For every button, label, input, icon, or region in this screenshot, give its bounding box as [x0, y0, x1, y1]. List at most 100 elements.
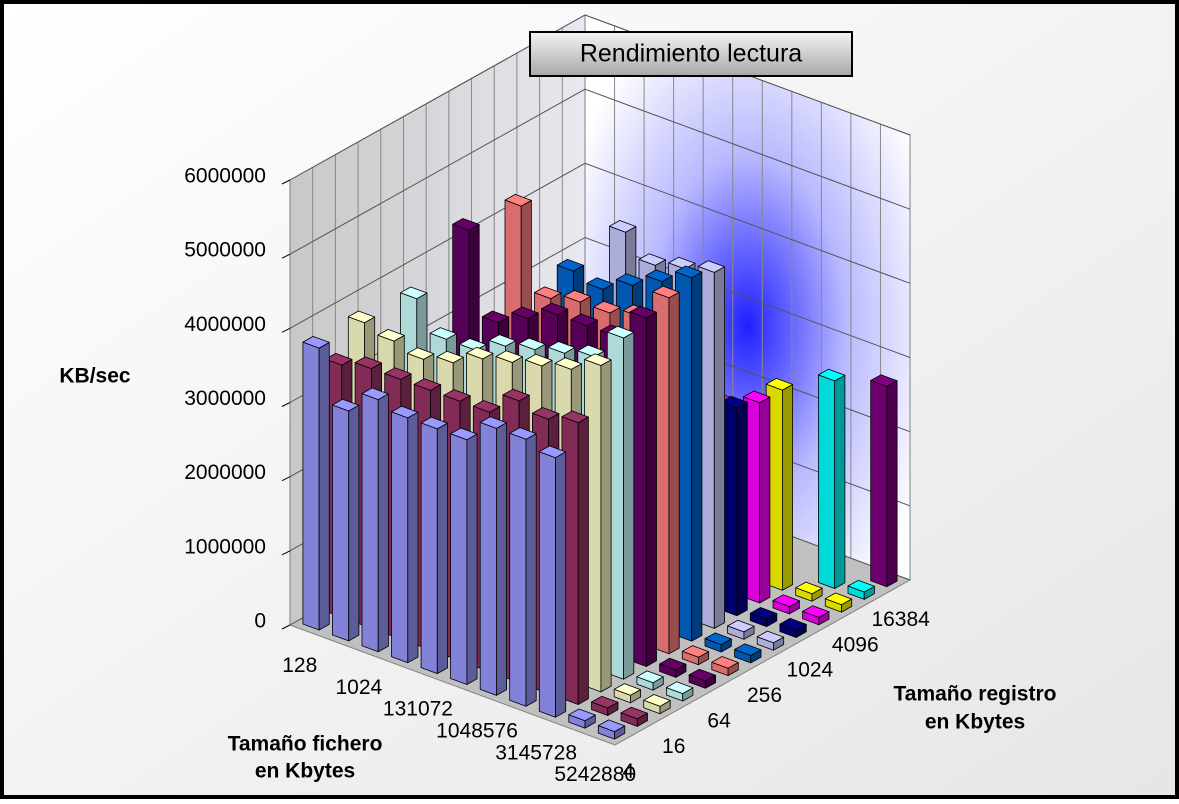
bar-top	[802, 605, 830, 618]
bar-top	[727, 619, 755, 633]
bar	[824, 592, 853, 613]
bar-top	[413, 378, 442, 391]
bar-side	[318, 341, 330, 631]
bar-side	[555, 451, 567, 718]
bar-front	[818, 374, 836, 589]
bar	[802, 605, 830, 626]
bar-front	[331, 404, 350, 642]
bar-top	[636, 670, 664, 684]
bar	[772, 594, 800, 615]
bar-side	[348, 404, 360, 642]
bar-top	[391, 405, 419, 419]
bar-top	[406, 347, 435, 360]
bar-side	[886, 380, 898, 588]
bar-top	[325, 352, 353, 366]
bar-top	[772, 594, 800, 607]
bar-top	[502, 388, 530, 402]
bar-front	[420, 422, 438, 674]
bar	[636, 670, 664, 691]
bar-side	[600, 359, 612, 693]
bar-top	[384, 367, 412, 380]
bar	[749, 607, 778, 627]
y-tick-label: 3000000	[184, 387, 266, 410]
bar-top	[525, 353, 553, 367]
bar-top	[504, 193, 532, 207]
bar-top	[711, 656, 739, 669]
bar	[756, 630, 785, 651]
bar	[727, 619, 755, 640]
bar	[450, 427, 478, 685]
bar	[620, 706, 648, 727]
y-tick	[281, 402, 291, 407]
y-tick-label: 1000000	[184, 535, 266, 558]
bar-front	[870, 380, 888, 588]
bar-top	[532, 407, 560, 420]
x-axis-title: en Kbytes	[255, 760, 355, 783]
bar-top	[452, 218, 480, 231]
bar-top	[597, 719, 626, 732]
bar-top	[743, 390, 771, 404]
grid-line	[289, 88, 911, 255]
bar-side	[834, 374, 846, 589]
bar	[302, 335, 330, 631]
bar-top	[331, 398, 360, 412]
bar	[509, 427, 537, 707]
bar	[681, 645, 710, 666]
bar-side	[525, 433, 537, 707]
grid-line	[289, 162, 911, 329]
bar-front	[391, 411, 409, 664]
bar-front	[479, 421, 497, 696]
z-tick-label: 16384	[871, 608, 930, 631]
bar-top	[518, 337, 546, 351]
bar-top	[720, 395, 748, 409]
bar	[613, 683, 641, 704]
bar	[659, 657, 687, 678]
bar-top	[541, 302, 569, 316]
bar	[391, 405, 419, 664]
bar-top	[538, 445, 567, 459]
bar	[568, 708, 596, 729]
bar-top	[591, 695, 619, 709]
bar-top	[377, 328, 405, 342]
bar-front	[509, 432, 527, 707]
bar-top	[765, 377, 793, 391]
bar-top	[534, 286, 562, 300]
bar-top	[554, 357, 582, 370]
z-tick-label: 4	[623, 760, 635, 783]
bar-top	[400, 286, 428, 300]
z-tick-label: 256	[747, 684, 782, 707]
bar-top	[511, 306, 539, 320]
bar-top	[466, 346, 494, 360]
bar-top	[556, 258, 585, 272]
y-tick	[281, 624, 291, 630]
bar-top	[563, 289, 591, 303]
z-axis-title: en Kbytes	[925, 711, 1025, 734]
bar-side	[668, 291, 680, 655]
bar-top	[302, 335, 330, 349]
y-tick	[281, 327, 291, 333]
bar-top	[779, 618, 807, 631]
bar-top	[870, 374, 898, 387]
bar-side	[645, 311, 657, 667]
bar-side	[495, 422, 508, 696]
bar-top	[606, 325, 635, 339]
y-tick	[281, 476, 291, 482]
bar-top	[481, 310, 510, 324]
y-tick	[281, 550, 291, 556]
bar-top	[450, 427, 478, 441]
bar-top	[459, 338, 487, 351]
bar-top	[568, 708, 596, 722]
bar	[420, 416, 448, 674]
bar	[734, 643, 762, 664]
bar-top	[361, 387, 389, 401]
bar-top	[704, 632, 732, 645]
bar-top	[443, 389, 471, 402]
bar-top	[697, 260, 725, 273]
z-tick-label: 16	[662, 735, 685, 758]
bar-top	[652, 285, 680, 299]
bar	[688, 668, 716, 689]
bar-top	[570, 313, 598, 327]
bar-top	[561, 410, 589, 424]
bar-top	[659, 657, 687, 671]
